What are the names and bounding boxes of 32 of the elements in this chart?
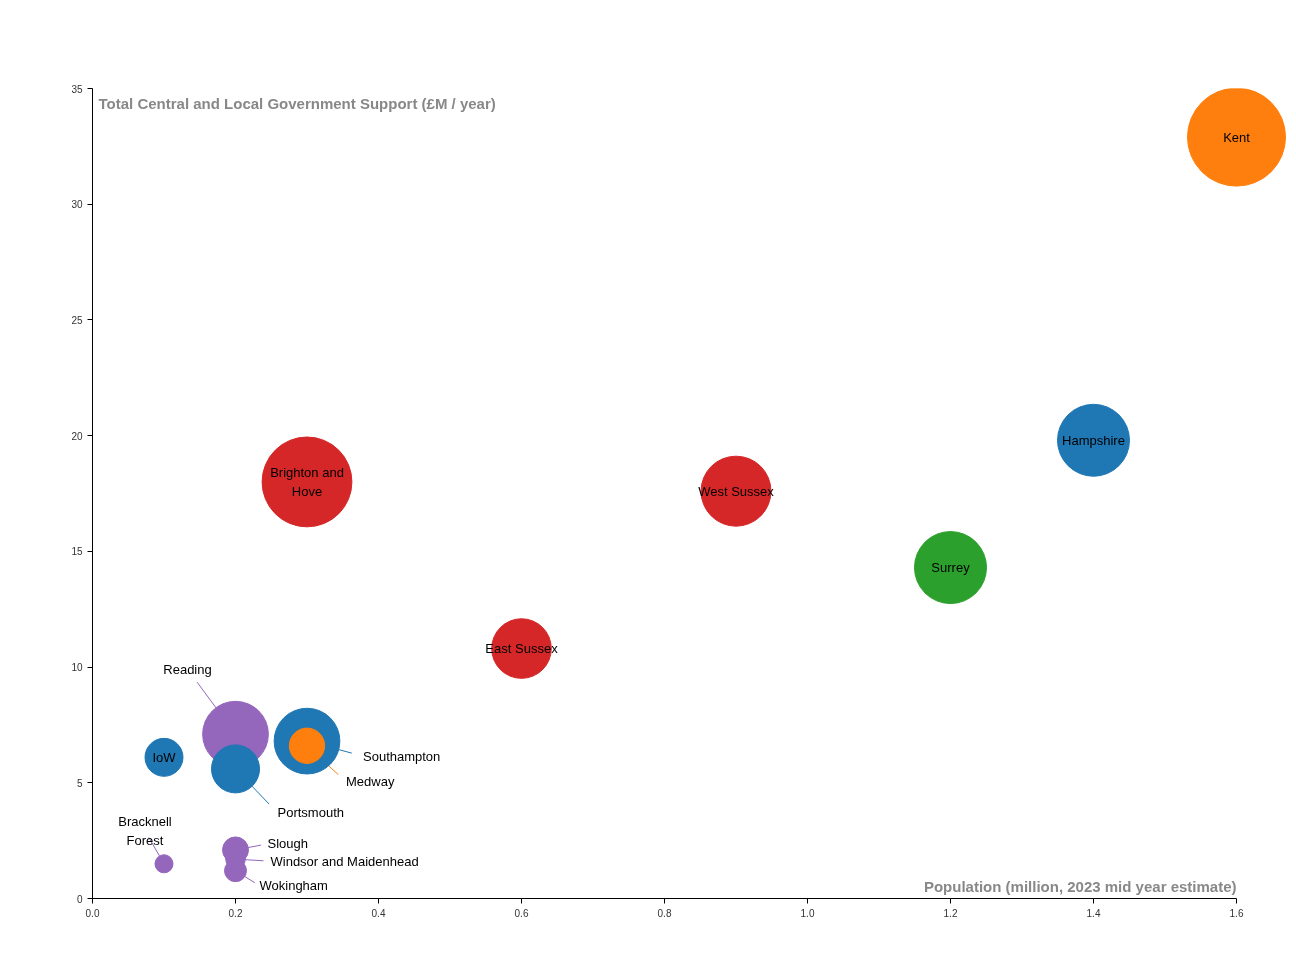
annotation: Medway [346,774,395,790]
x-tick-label: 0.6 [514,907,529,919]
x-tick-label: 1.6 [1229,907,1244,919]
y-tick-label: 25 [71,314,83,326]
annotation: Brighton and Hove [270,464,344,500]
y-tick-label: 5 [76,777,83,789]
x-tick-label: 1.0 [800,907,815,919]
annotation: Hampshire [1062,432,1125,448]
y-tick-label: 20 [71,430,83,442]
annotation: Southampton [363,748,441,764]
annotation: IoW [152,749,177,765]
x-tick-label: 0.4 [371,907,386,919]
y-tick-label: 10 [71,662,83,674]
annotation: Portsmouth [277,805,344,821]
y-axis-title: Total Central and Local Government Support (£M / year) [98,94,496,112]
annotation: Wokingham [259,878,328,894]
annotation: Bracknell Forest [118,813,172,849]
y-tick-label: 30 [71,199,83,211]
x-tick-label: 1.4 [1086,907,1101,919]
x-tick-label: 0.2 [228,907,243,919]
annotation: Slough [267,836,308,852]
x-tick-label: 1.2 [943,907,958,919]
y-tick-label: 35 [71,83,83,95]
annotation: Surrey [931,560,971,576]
x-axis-title: Population (million, 2023 mid year estimate) [923,877,1237,895]
x-tick-label: 0.8 [657,907,672,919]
x-tick-label: 0.0 [85,907,100,919]
annotation: Kent [1223,129,1251,145]
annotation: Reading [163,661,212,677]
y-tick-label: 15 [71,546,83,558]
annotation: Windsor and Maidenhead [270,853,419,869]
y-tick-label: 0 [76,893,83,905]
